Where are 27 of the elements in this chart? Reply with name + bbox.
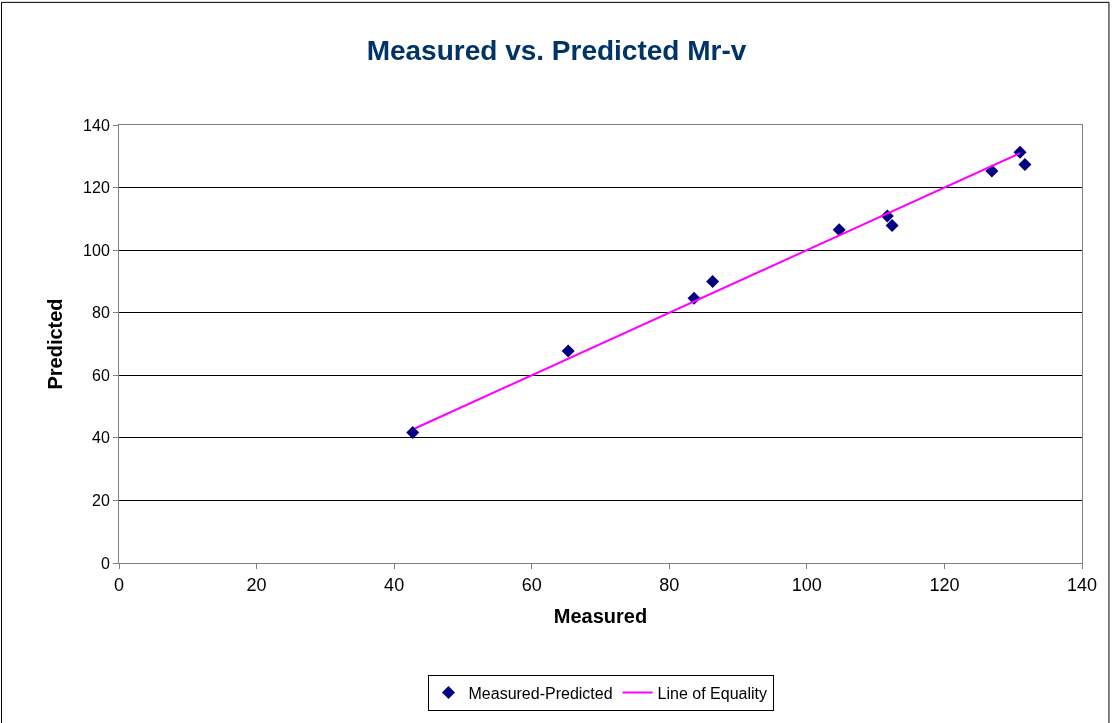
point [406,426,420,440]
y-tick-label: 40 [92,429,110,447]
x-tick-label: 40 [384,574,405,595]
point [706,274,720,288]
legend-label: Line of Equality [657,684,767,702]
x-axis-title: Measured [553,605,648,628]
point [561,344,575,358]
y-tick-label: 100 [83,241,110,259]
point [885,218,899,232]
x-tick-label: 120 [929,574,960,595]
x-tick-label: 0 [113,574,125,595]
y-tick-label: 20 [92,492,110,510]
y-tick-label: 140 [83,116,110,134]
y-tick-label: 0 [100,554,110,572]
y-tick-label: 80 [92,304,110,322]
y-tick-label: 120 [83,179,110,197]
x-tick-label: 60 [521,574,542,595]
x-tick-label: 20 [246,574,267,595]
x-tick-label: 80 [659,574,680,595]
legend-label: Measured-Predicted [468,684,613,702]
point [832,223,846,237]
chart-title: Measured vs. Predicted Mr-v [366,35,747,67]
y-axis-title: Predicted [43,298,66,390]
y-tick-label: 60 [92,366,110,384]
x-tick-label: 140 [1066,574,1098,595]
point [1018,157,1032,171]
x-tick-label: 100 [791,574,822,595]
